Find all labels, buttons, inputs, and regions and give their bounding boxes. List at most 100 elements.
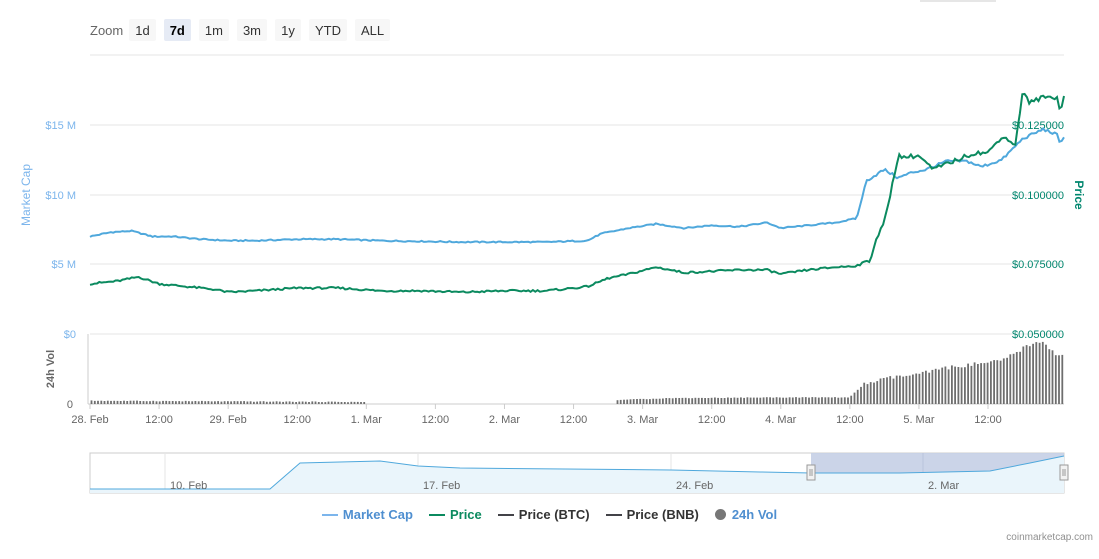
chart-legend: Market Cap Price Price (BTC) Price (BNB)… — [0, 507, 1099, 522]
volume-bar — [808, 397, 810, 404]
legend-price-btc-swatch — [497, 513, 514, 516]
right-tick-100: $0.100000 — [1012, 190, 1064, 202]
volume-bar — [915, 373, 918, 404]
volume-bar — [983, 363, 986, 404]
volume-bar — [334, 401, 336, 404]
volume-bar — [645, 399, 648, 404]
volume-bar — [830, 397, 833, 404]
volume-bar — [343, 402, 346, 404]
volume-bar — [301, 401, 304, 404]
volume-bar — [996, 360, 999, 404]
zoom-1y-button[interactable]: 1y — [275, 19, 301, 41]
volume-bar — [817, 397, 820, 404]
legend-24h-vol[interactable]: 24h Vol — [714, 507, 777, 522]
volume-bar — [291, 401, 294, 404]
volume-bar — [230, 401, 232, 404]
volume-bar — [191, 401, 194, 404]
volume-bar — [941, 367, 944, 404]
volume-bar — [126, 401, 129, 404]
legend-24h-vol-swatch — [714, 509, 726, 520]
volume-bar — [671, 398, 674, 404]
volume-bar — [918, 373, 921, 404]
volume-bar — [308, 402, 310, 404]
volume-bar — [772, 397, 775, 404]
volume-bar — [236, 401, 239, 404]
volume-bar — [304, 401, 307, 404]
volume-bar — [694, 397, 697, 404]
volume-bar — [110, 400, 112, 404]
zoom-all-button[interactable]: ALL — [355, 19, 391, 41]
legend-market-cap-label: Market Cap — [342, 507, 413, 522]
volume-bar — [908, 375, 911, 404]
volume-bar — [662, 398, 664, 404]
zoom-3m-button[interactable]: 3m — [236, 19, 267, 41]
volume-bar — [707, 398, 710, 404]
navigator-left-handle[interactable] — [806, 464, 816, 481]
legend-price-bnb-label: Price (BNB) — [626, 507, 699, 522]
zoom-1d-button[interactable]: 1d — [129, 19, 156, 41]
volume-bar — [324, 402, 327, 404]
volume-bar — [136, 400, 138, 404]
volume-bar — [869, 382, 872, 404]
volume-bar — [171, 401, 174, 404]
legend-price[interactable]: Price — [428, 507, 482, 522]
volume-axis: 24h Vol 0 — [45, 350, 73, 411]
left-tick-0: $0 — [64, 329, 76, 341]
volume-bar — [327, 401, 330, 404]
volume-bar — [778, 397, 781, 404]
volume-bar — [649, 399, 651, 404]
navigator-right-handle[interactable] — [1059, 464, 1069, 481]
volume-bar — [204, 401, 207, 404]
top-bar-edge — [920, 0, 996, 2]
volume-bar — [129, 400, 132, 404]
volume-bar — [168, 401, 171, 404]
x-tick-label: 5. Mar — [903, 414, 935, 426]
volume-bar — [139, 401, 142, 404]
volume-bar — [1006, 357, 1008, 404]
volume-bar — [181, 401, 184, 404]
volume-bar — [311, 401, 314, 404]
volume-bar — [629, 399, 632, 404]
volume-bar — [97, 400, 99, 404]
credit-link[interactable]: coinmarketcap.com — [1006, 532, 1093, 543]
volume-bar — [321, 402, 323, 404]
volume-bar — [905, 375, 908, 404]
legend-price-bnb[interactable]: Price (BNB) — [605, 507, 699, 522]
volume-bar — [853, 392, 856, 404]
zoom-ytd-button[interactable]: YTD — [309, 19, 347, 41]
volume-bar — [769, 397, 771, 404]
volume-bar — [278, 401, 281, 404]
legend-market-cap[interactable]: Market Cap — [321, 507, 413, 522]
series-lines — [89, 92, 1065, 294]
zoom-1m-button[interactable]: 1m — [198, 19, 229, 41]
volume-bar — [743, 397, 745, 404]
zoom-label: Zoom — [90, 22, 124, 38]
volume-bar — [727, 397, 729, 404]
volume-bar — [934, 368, 937, 404]
volume-bar — [840, 397, 843, 404]
zoom-7d-button[interactable]: 7d — [163, 19, 191, 41]
volume-bar — [765, 397, 768, 404]
volume-bar — [1058, 355, 1060, 404]
x-tick-label: 12:00 — [283, 414, 311, 426]
volume-bar — [103, 401, 106, 404]
x-tick-label: 12:00 — [698, 414, 726, 426]
volume-bar — [162, 400, 164, 404]
navigator-label-2mar: 2. Mar — [928, 480, 960, 492]
volume-bar — [636, 399, 638, 404]
x-tick-label: 2. Mar — [489, 414, 521, 426]
volume-bar — [795, 397, 797, 404]
volume-bar — [207, 401, 210, 404]
volume-bar — [142, 401, 145, 404]
volume-bar — [1002, 358, 1005, 404]
volume-bar — [275, 401, 278, 404]
legend-price-btc[interactable]: Price (BTC) — [497, 507, 590, 522]
volume-bar — [882, 378, 885, 404]
volume-bar — [899, 375, 901, 404]
market-cap-line — [89, 127, 1065, 244]
volume-bar — [714, 397, 716, 404]
volume-bar — [201, 400, 203, 404]
volume-bar — [249, 401, 252, 404]
volume-bar — [340, 402, 343, 404]
